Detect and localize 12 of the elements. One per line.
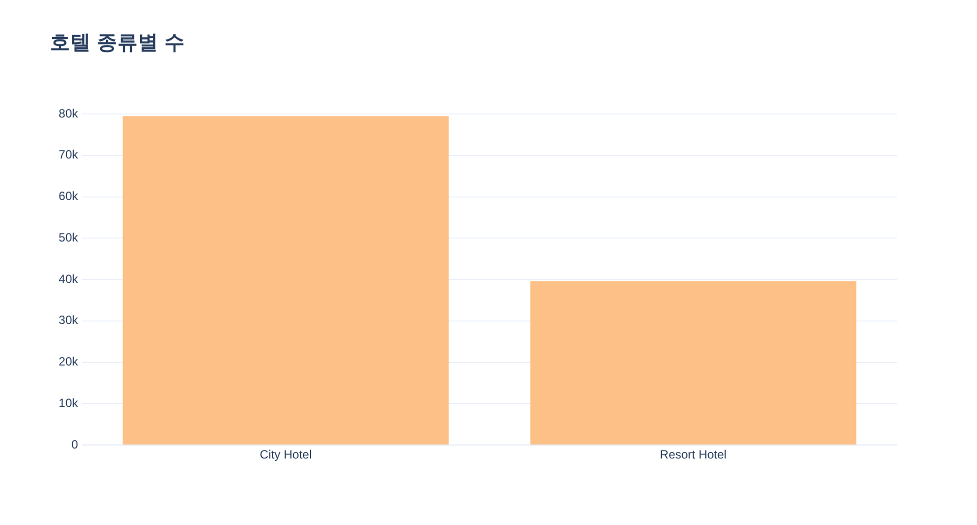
y-tick-label: 10k <box>58 396 79 410</box>
y-tick-label: 60k <box>58 189 79 204</box>
y-tick-label: 50k <box>58 230 79 244</box>
y-tick-label: 80k <box>58 106 79 120</box>
x-tick-label: Resort Hotel <box>660 448 727 462</box>
chart-title: 호텔 종류별 수 <box>50 31 186 56</box>
y-tick-label: 40k <box>58 272 79 286</box>
y-tick-label: 70k <box>58 148 79 162</box>
x-tick-label: City Hotel <box>260 448 312 462</box>
y-tick-label: 20k <box>58 354 79 369</box>
y-tick-label: 30k <box>58 313 79 328</box>
y-tick-label: 0 <box>71 437 78 452</box>
